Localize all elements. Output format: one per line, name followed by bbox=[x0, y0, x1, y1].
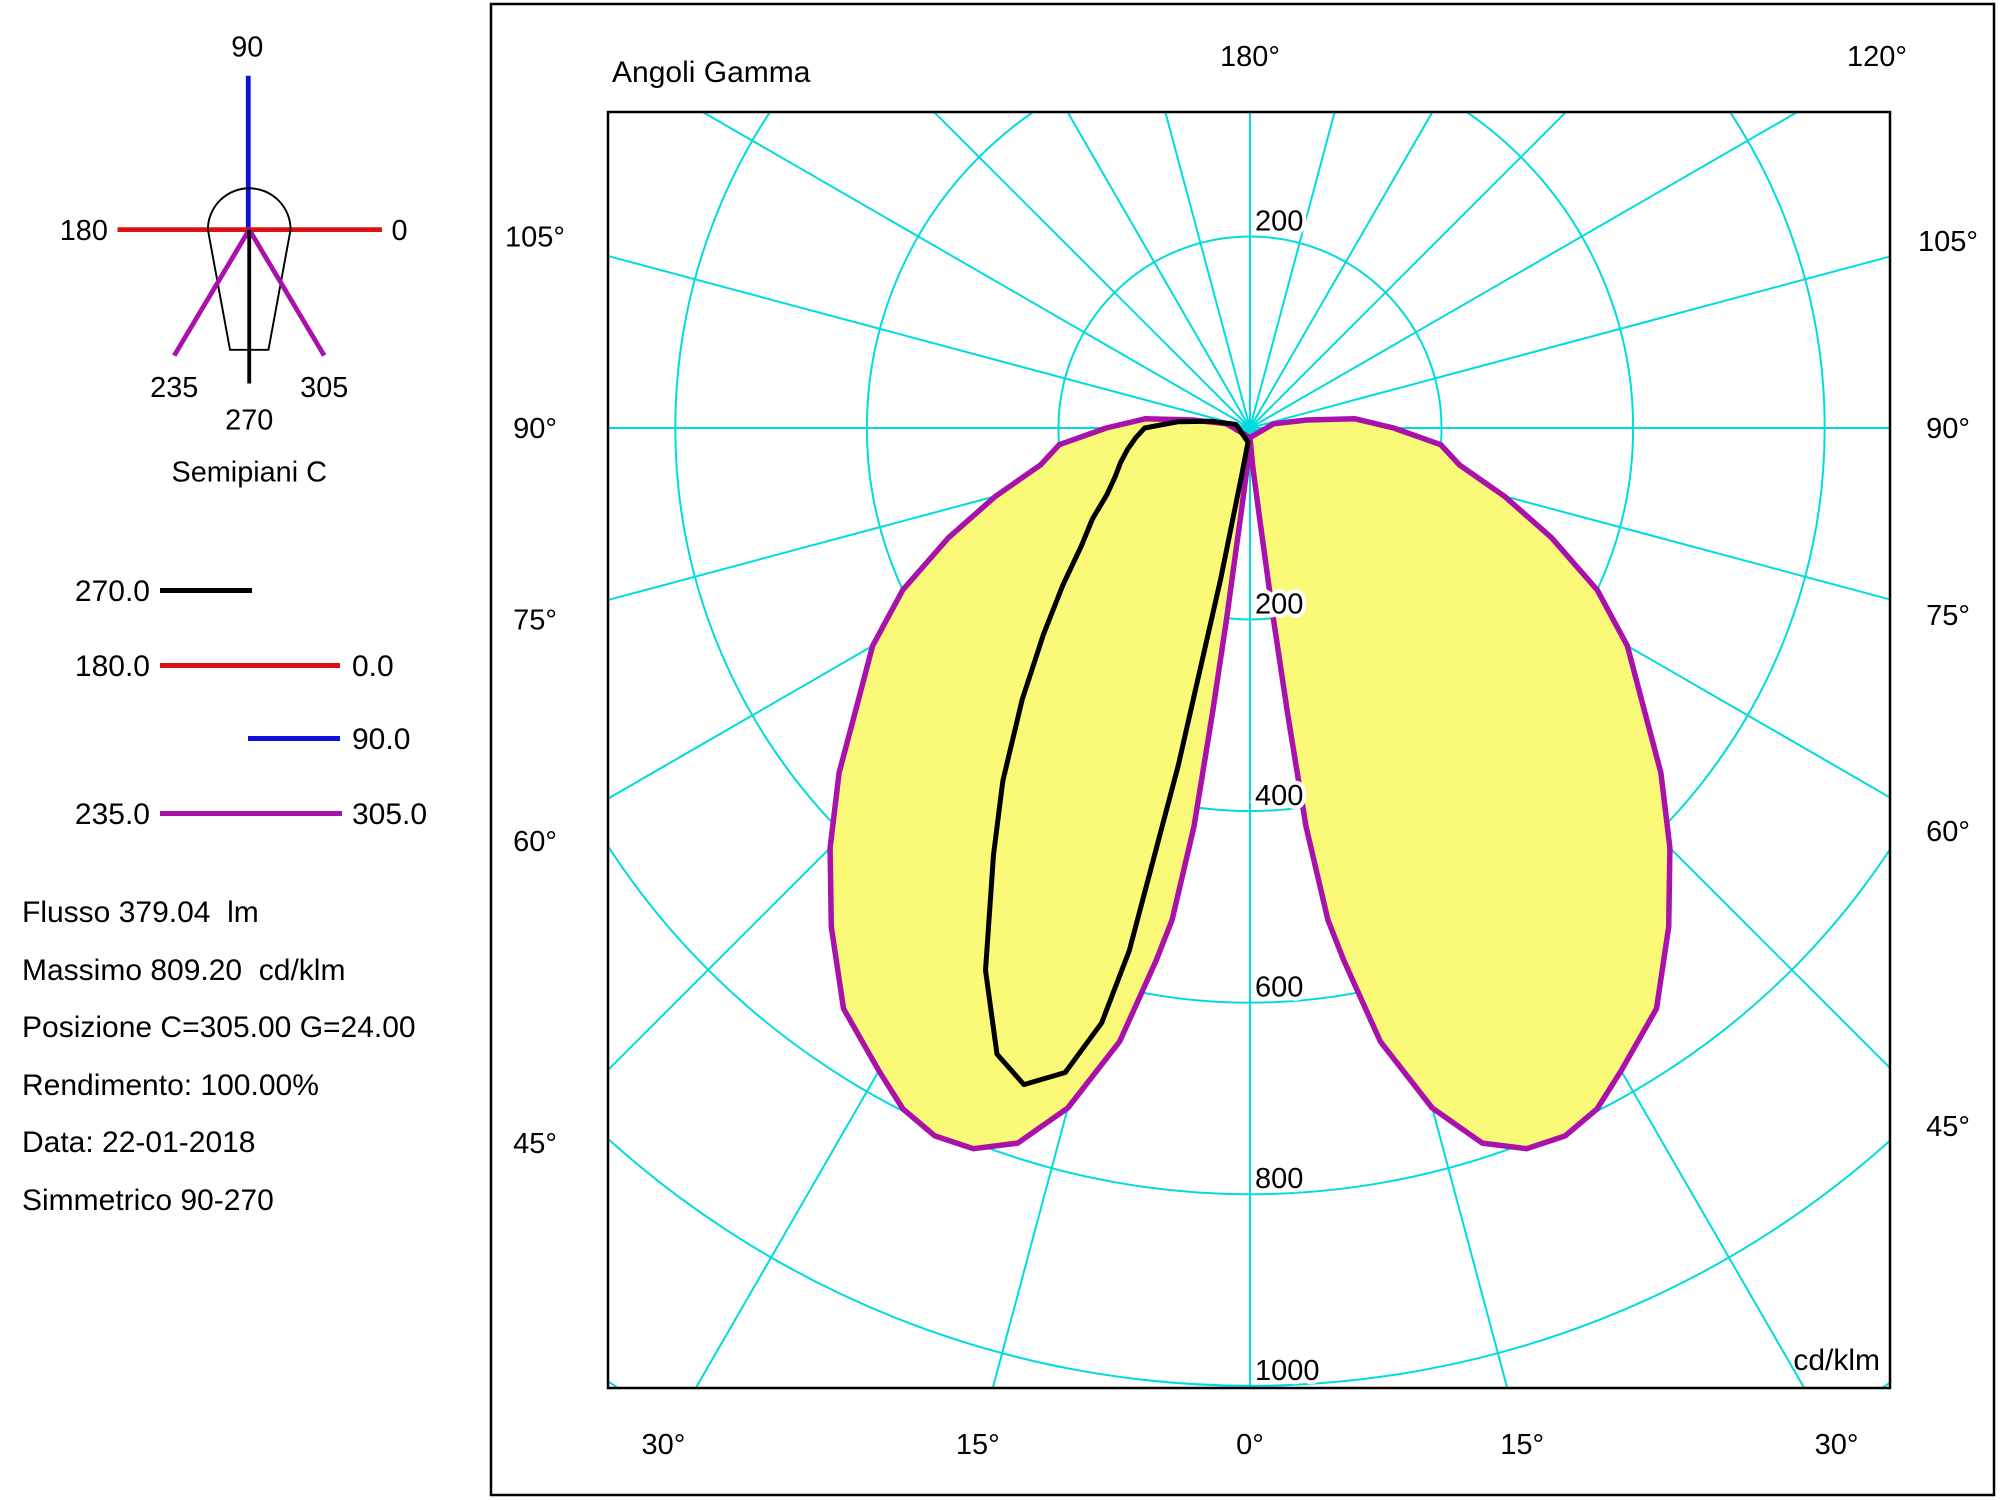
gamma-angle-label: 0° bbox=[1236, 1429, 1264, 1461]
legend-swatch-90 bbox=[248, 736, 340, 741]
radial-tick-label: 1000 bbox=[1255, 1355, 1320, 1387]
gamma-angle-label: 45° bbox=[513, 1128, 557, 1160]
intensity-curve-235-305-left bbox=[827, 416, 1253, 1152]
icon-label-0: 0 bbox=[392, 215, 408, 247]
diagram-panel-border bbox=[489, 2, 1996, 1497]
gamma-angle-labels: 105° 90° 75° 60° 45° 105° 90° 75° 60° 45° 30° 15° 0°… bbox=[505, 41, 1978, 1461]
chart-title: Angoli Gamma bbox=[612, 56, 811, 89]
gamma-angle-label: 15° bbox=[1500, 1429, 1544, 1461]
grid-radial-line bbox=[1249, 112, 1568, 429]
legend-label: 270.0 bbox=[74, 575, 150, 608]
gamma-angle-label: 90° bbox=[1926, 413, 1970, 445]
legend-label: 305.0 bbox=[352, 798, 428, 831]
maximum-position: Posizione C=305.00 G=24.00 bbox=[22, 1011, 416, 1044]
plot-area-border bbox=[606, 110, 1892, 1390]
gamma-angle-label: 105° bbox=[1918, 226, 1978, 258]
gamma-angle-label: 90° bbox=[513, 413, 557, 445]
gamma-angle-label: 30° bbox=[1815, 1429, 1859, 1461]
gamma-angle-label: 75° bbox=[513, 605, 557, 637]
gamma-angle-label: 15° bbox=[956, 1429, 1000, 1461]
radial-tick-label: 600 bbox=[1255, 972, 1303, 1004]
grid-radial-line bbox=[1249, 112, 1800, 429]
icon-label-270: 270 bbox=[225, 405, 273, 437]
gamma-angle-label: 105° bbox=[505, 221, 565, 253]
gamma-angle-label: 180° bbox=[1220, 41, 1280, 73]
intensity-curves bbox=[827, 416, 1673, 1152]
legend-swatch-180-0 bbox=[160, 663, 340, 668]
intensity-curve-270-left bbox=[983, 418, 1251, 1088]
flux-value: Flusso 379.04 lm bbox=[22, 896, 259, 929]
legend-swatch-235-305 bbox=[160, 811, 342, 816]
grid-radial-line bbox=[700, 112, 1251, 429]
radial-tick-label: 200 bbox=[1255, 589, 1303, 621]
legend-swatch-270 bbox=[160, 588, 252, 593]
maximum-value: Massimo 809.20 cd/klm bbox=[22, 954, 346, 987]
legend-label: 90.0 bbox=[352, 723, 411, 756]
gamma-angle-label: 75° bbox=[1926, 600, 1970, 632]
radial-tick-label: 200 bbox=[1255, 205, 1303, 237]
icon-label-235: 235 bbox=[150, 372, 198, 404]
grid-radial-line bbox=[1249, 112, 1336, 429]
intensity-curve-235-305-right bbox=[1247, 416, 1673, 1152]
gamma-angle-label: 120° bbox=[1847, 41, 1907, 73]
radial-tick-label: 400 bbox=[1255, 780, 1303, 812]
legend-label: 0.0 bbox=[352, 650, 394, 683]
legend-label: 235.0 bbox=[74, 798, 150, 831]
grid-radial-line bbox=[932, 112, 1251, 429]
grid-radial-line bbox=[608, 254, 1251, 429]
icon-caption: Semipiani C bbox=[172, 457, 327, 489]
c235-axis-line bbox=[172, 228, 252, 357]
grid-radial-line bbox=[1164, 112, 1251, 429]
symmetry-note: Simmetrico 90-270 bbox=[22, 1184, 274, 1217]
radial-tick-labels: 200 200 400 600 800 1000 bbox=[1251, 201, 1324, 1390]
grid-radial-line bbox=[1249, 112, 1434, 429]
grid-radial-line bbox=[1066, 112, 1251, 429]
icon-label-305: 305 bbox=[300, 372, 348, 404]
unit-label: cd/klm bbox=[1793, 1344, 1880, 1377]
icon-label-180: 180 bbox=[60, 215, 108, 247]
icon-label-90: 90 bbox=[231, 32, 263, 64]
gamma-angle-label: 45° bbox=[1926, 1111, 1970, 1143]
gamma-angle-label: 60° bbox=[1926, 816, 1970, 848]
radial-tick-label: 800 bbox=[1255, 1163, 1303, 1195]
date-value: Data: 22-01-2018 bbox=[22, 1126, 256, 1159]
luminaire-orientation-icon: 90 180 0 235 305 270 Semipiani C bbox=[60, 32, 408, 489]
lamp-outline bbox=[206, 187, 292, 351]
grid-radial-line bbox=[1249, 255, 1890, 429]
gamma-angle-label: 30° bbox=[641, 1429, 685, 1461]
c305-axis-line bbox=[247, 228, 327, 357]
gamma-angle-label: 60° bbox=[513, 826, 557, 858]
grid-circle bbox=[608, 844, 1890, 1196]
legend-label: 180.0 bbox=[74, 650, 150, 683]
efficiency-value: Rendimento: 100.00% bbox=[22, 1069, 319, 1102]
